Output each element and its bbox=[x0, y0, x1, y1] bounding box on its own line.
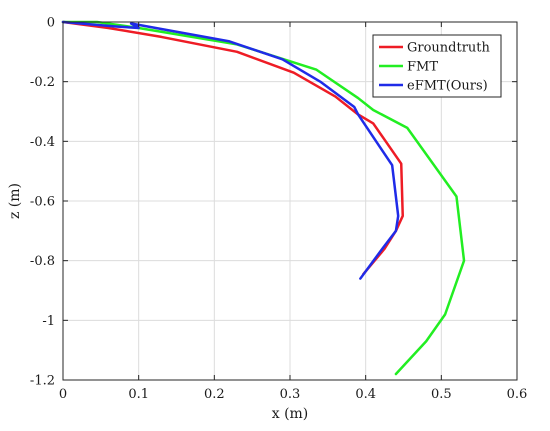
legend-label: FMT bbox=[407, 60, 438, 75]
y-tick-label: 0 bbox=[47, 16, 55, 31]
x-tick-label: 0.5 bbox=[431, 387, 452, 402]
x-tick-label: 0.1 bbox=[128, 387, 149, 402]
y-axis-label: z (m) bbox=[7, 183, 23, 219]
y-tick-label: -0.2 bbox=[30, 75, 55, 90]
x-tick-label: 0.6 bbox=[507, 387, 528, 402]
y-tick-label: -0.6 bbox=[30, 195, 55, 210]
series-line-efmt-ours bbox=[61, 20, 400, 280]
y-tick-label: -0.4 bbox=[30, 135, 55, 150]
y-tick-label: -1 bbox=[42, 314, 55, 329]
x-tick-label: 0.4 bbox=[355, 387, 376, 402]
legend-label: Groundtruth bbox=[407, 41, 491, 56]
y-tick-label: -0.8 bbox=[30, 254, 55, 269]
y-tick-label: -1.2 bbox=[30, 374, 55, 389]
x-tick-label: 0 bbox=[59, 387, 67, 402]
legend-label: eFMT(Ours) bbox=[407, 79, 488, 94]
x-tick-label: 0.2 bbox=[204, 387, 225, 402]
x-axis-label: x (m) bbox=[272, 406, 309, 422]
x-tick-label: 0.3 bbox=[280, 387, 301, 402]
